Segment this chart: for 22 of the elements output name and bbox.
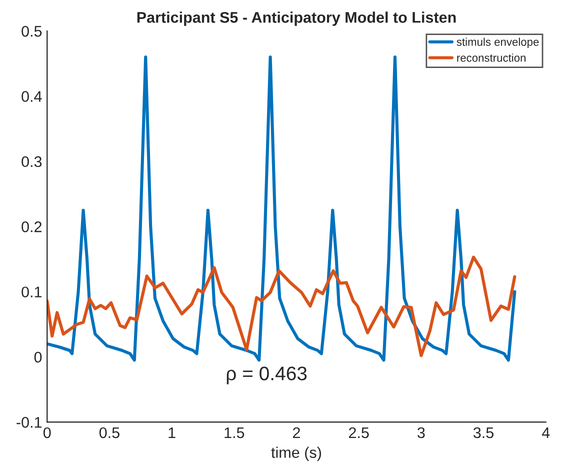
- y-tick-label: 0.3: [22, 156, 42, 168]
- x-tick-label: 1: [168, 427, 176, 438]
- x-tick-label: 3: [418, 427, 425, 438]
- y-tick-label: 0.4: [22, 91, 42, 102]
- y-tick-label: 0.5: [22, 26, 42, 37]
- legend-label: stimuls envelope: [456, 38, 539, 48]
- x-tick-label: 0: [43, 427, 51, 438]
- line-series: [47, 256, 516, 358]
- x-tick-label: 0.5: [99, 427, 120, 438]
- annotation: ρ = 0.463: [226, 366, 307, 384]
- x-tick-label: 2.5: [348, 427, 369, 438]
- x-tick-label: 3.5: [473, 427, 494, 438]
- x-tick-label: 4: [542, 427, 550, 438]
- x-tick-label: 1.5: [224, 427, 244, 438]
- y-tick-label: 0.1: [22, 286, 42, 298]
- y-tick-label: -0.1: [16, 416, 42, 428]
- chart-title: Participant S5 - Anticipatory Model to Listen: [137, 12, 456, 26]
- y-tick-label: 0: [34, 352, 42, 363]
- legend-label: reconstruction: [457, 54, 526, 62]
- y-tick-label: 0.2: [22, 221, 42, 232]
- x-axis-title: time (s): [271, 446, 321, 461]
- x-tick-label: 2: [293, 427, 300, 438]
